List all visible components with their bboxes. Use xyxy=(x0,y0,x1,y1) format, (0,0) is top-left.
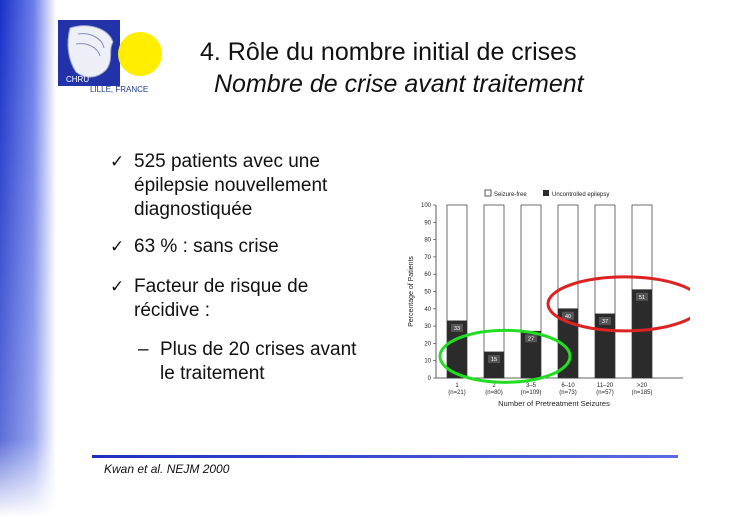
sub-bullet-line: Plus de 20 crises avant xyxy=(160,339,357,360)
data-label: 33 xyxy=(454,326,460,332)
y-tick-label: 20 xyxy=(424,341,431,347)
data-label-bg xyxy=(525,334,537,343)
bullet-line: diagnostiquée xyxy=(134,199,253,220)
check-icon: ✓ xyxy=(110,237,125,256)
y-tick-label: 0 xyxy=(428,376,432,382)
logo-graphic xyxy=(58,20,162,86)
bullet-line: épilepsie nouvellement xyxy=(134,175,328,196)
sidebar-gradient xyxy=(0,0,56,517)
logo-lille-text: LILLE, FRANCE xyxy=(90,85,149,94)
y-tick-label: 100 xyxy=(421,203,432,209)
x-tick-label: 11–20 xyxy=(597,383,614,389)
data-label-bg xyxy=(599,316,611,325)
y-tick-label: 60 xyxy=(424,272,431,278)
chru-logo: CHRU LILLE, FRANCE xyxy=(58,20,168,98)
slide-title: 4. Rôle du nombre initial de crises xyxy=(200,38,577,66)
x-tick-label: 6–10 xyxy=(561,383,575,389)
logo-chru-text: CHRU xyxy=(66,75,90,84)
x-axis-label: Number of Pretreatment Seizures xyxy=(498,399,610,408)
data-label-bg xyxy=(488,355,500,364)
data-label-bg xyxy=(451,323,463,332)
slide-subtitle: Nombre de crise avant traitement xyxy=(214,70,584,98)
data-label: 40 xyxy=(565,314,571,320)
data-label: 51 xyxy=(639,295,645,301)
x-tick-n-label: (n=109) xyxy=(521,390,542,396)
data-label-bg xyxy=(636,292,648,301)
y-tick-label: 70 xyxy=(424,255,431,261)
legend-label-uncontrolled: Uncontrolled epilepsy xyxy=(552,192,609,198)
legend-swatch-seizure-free xyxy=(484,189,492,197)
citation: Kwan et al. NEJM 2000 xyxy=(104,462,230,476)
x-tick-label: 3–5 xyxy=(526,383,537,389)
bullet-line: Facteur de risque de xyxy=(134,276,309,297)
y-tick-label: 80 xyxy=(424,238,431,244)
y-tick-label: 50 xyxy=(424,290,431,296)
x-tick-label: >20 xyxy=(637,383,648,389)
x-tick-n-label: (n=21) xyxy=(448,390,466,396)
data-label-bg xyxy=(562,311,574,320)
seizure-outcome-chart: Seizure-free Uncontrolled epilepsy 0 10 20 30… xyxy=(408,189,690,408)
data-label: 15 xyxy=(491,357,497,363)
data-label: 37 xyxy=(602,319,608,325)
check-icon: ✓ xyxy=(110,277,125,296)
bar-seizure-free xyxy=(594,204,616,315)
footer-divider xyxy=(92,455,678,458)
y-axis-label: Percentage of Patients xyxy=(408,256,415,327)
bullet-line: 63 % : sans crise xyxy=(134,236,279,257)
bar-uncontrolled xyxy=(631,289,653,379)
legend-label-seizure-free: Seizure-free xyxy=(494,192,527,198)
sub-bullet-line: le traitement xyxy=(160,363,265,384)
green-highlight-ellipse xyxy=(438,328,572,384)
x-tick-n-label: (n=57) xyxy=(596,390,614,396)
bar-seizure-free xyxy=(520,204,542,332)
y-tick-label: 30 xyxy=(424,324,431,330)
dash-marker: – xyxy=(138,339,149,360)
x-tick-label: 2 xyxy=(492,383,496,389)
bullet-line: 525 patients avec une xyxy=(134,151,320,172)
legend-swatch-uncontrolled xyxy=(543,190,549,196)
y-tick-label: 10 xyxy=(424,359,431,365)
x-tick-n-label: (n=73) xyxy=(559,390,577,396)
x-tick-n-label: (n=185) xyxy=(632,390,653,396)
x-tick-label: 1 xyxy=(455,383,459,389)
y-tick-label: 40 xyxy=(424,307,431,313)
y-tick-label: 90 xyxy=(424,220,431,226)
data-label: 27 xyxy=(528,336,534,342)
red-highlight-ellipse xyxy=(546,275,690,333)
bar-seizure-free xyxy=(557,204,579,310)
x-tick-n-label: (n=80) xyxy=(485,390,503,396)
check-icon: ✓ xyxy=(110,152,125,171)
bar-uncontrolled xyxy=(557,308,579,379)
bar-uncontrolled xyxy=(446,320,468,379)
bar-seizure-free xyxy=(446,204,468,322)
bullet-line: récidive : xyxy=(134,300,211,321)
